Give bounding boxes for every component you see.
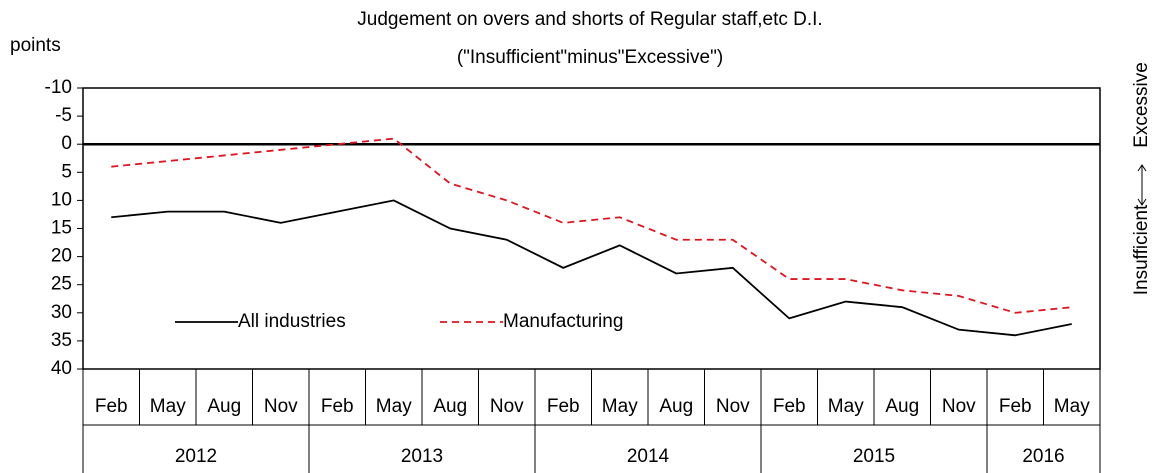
x-tick-label: May (602, 396, 638, 417)
y-axis-label: points (10, 35, 61, 56)
y-tick-label: 40 (51, 358, 72, 379)
x-tick-label: Feb (95, 396, 128, 417)
x-tick-label: Feb (321, 396, 354, 417)
y-tick-label: 0 (61, 133, 72, 154)
year-label: 2013 (401, 446, 443, 467)
x-tick-label: Nov (264, 396, 298, 417)
series-line (111, 199, 1072, 337)
x-tick-label: May (150, 396, 186, 417)
y-tick-label: 35 (51, 330, 72, 351)
x-tick-label: May (828, 396, 864, 417)
legend-label: All industries (238, 311, 346, 332)
arrow-heads (1137, 164, 1147, 206)
legend-label: Manufacturing (503, 311, 623, 332)
y-tick-label: 25 (51, 274, 72, 295)
year-label: 2012 (175, 446, 217, 467)
year-label: 2016 (1022, 446, 1064, 467)
chart-subtitle: ("Insufficient"minus"Excessive") (457, 47, 723, 68)
side-annotation: Insufficient Excessive (1131, 62, 1152, 295)
chart-title: Judgement on overs and shorts of Regular… (357, 9, 822, 30)
year-label: 2014 (627, 446, 670, 467)
series-line (111, 137, 1072, 314)
y-tick-label: -10 (45, 77, 72, 98)
x-tick-label: Aug (207, 396, 241, 417)
y-tick-label: 20 (51, 246, 72, 267)
x-tick-label: May (1054, 396, 1090, 417)
x-tick-label: Feb (773, 396, 806, 417)
year-label: 2015 (853, 446, 895, 467)
x-tick-label: Feb (547, 396, 580, 417)
y-tick-label: -5 (55, 105, 72, 126)
y-tick-label: 10 (51, 189, 72, 210)
x-tick-label: Feb (999, 396, 1032, 417)
x-tick-label: Aug (433, 396, 467, 417)
x-tick-label: Nov (716, 396, 750, 417)
x-tick-label: Aug (659, 396, 693, 417)
y-tick-label: 15 (51, 218, 72, 239)
annotation: Excessive (1131, 62, 1152, 148)
x-tick-label: Nov (942, 396, 976, 417)
x-tick-label: Nov (490, 396, 524, 417)
y-tick-label: 30 (51, 302, 72, 323)
x-tick-label: Aug (885, 396, 919, 417)
annotation: Insufficient (1131, 204, 1152, 295)
y-tick-label: 5 (61, 161, 72, 182)
x-tick-label: May (376, 396, 412, 417)
